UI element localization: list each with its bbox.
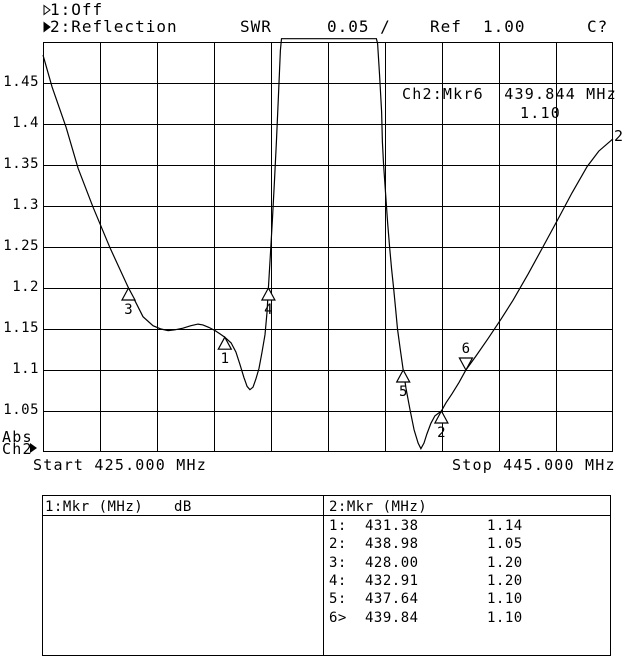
marker-table-row: 2: 438.98 1.05 bbox=[43, 536, 610, 554]
start-frequency: Start 425.000 MHz bbox=[33, 456, 207, 474]
y-axis-label: 1.3 bbox=[12, 197, 39, 213]
channel2-tag: Ch2 bbox=[2, 440, 33, 458]
marker-freq: 437.64 bbox=[365, 591, 419, 608]
marker-freq: 431.38 bbox=[365, 518, 419, 534]
cal-status: C? bbox=[587, 17, 609, 36]
marker-num: 1: bbox=[329, 518, 347, 534]
marker-num: 6> bbox=[329, 609, 347, 626]
y-axis-label: 1.35 bbox=[3, 156, 39, 172]
marker-1-symbol-icon bbox=[217, 335, 233, 350]
channel2-pointer-icon bbox=[43, 21, 51, 33]
marker-5-symbol-icon bbox=[395, 368, 411, 383]
marker-2-symbol-icon bbox=[433, 409, 449, 424]
marker-val: 1.14 bbox=[487, 518, 523, 534]
marker-freq: 428.00 bbox=[365, 554, 419, 571]
scale-per-div-value: 0.05 / bbox=[327, 17, 391, 36]
marker-freq: 439.84 bbox=[365, 609, 419, 626]
marker-table-row: 4: 432.91 1.20 bbox=[43, 573, 610, 591]
marker-num: 2: bbox=[329, 536, 347, 553]
ch2-table-title: 2:Mkr (MHz) bbox=[329, 499, 428, 515]
marker-6-symbol-icon bbox=[458, 357, 474, 372]
format-label: SWR bbox=[240, 17, 272, 36]
swr-trace bbox=[42, 38, 614, 451]
y-axis-labels: 1.45 1.4 1.35 1.3 1.25 1.2 1.15 1.1 1.05 bbox=[0, 0, 39, 459]
y-axis-label: 1.05 bbox=[3, 402, 39, 418]
channel2-measurement: 2:Reflection bbox=[50, 17, 178, 36]
marker-num: 5: bbox=[329, 591, 347, 608]
ref-value: 1.00 bbox=[483, 17, 526, 36]
channel2-trace-pointer-icon bbox=[30, 443, 37, 453]
marker-num: 3: bbox=[329, 554, 347, 571]
y-axis-label: 1.45 bbox=[3, 74, 39, 90]
graticule-border bbox=[43, 42, 613, 452]
marker-val: 1.10 bbox=[487, 591, 523, 608]
trace-number-label: 2 bbox=[614, 127, 625, 145]
marker-1-number: 1 bbox=[221, 351, 229, 367]
ch1-table-title: 1:Mkr (MHz) bbox=[45, 499, 144, 515]
marker-freq: 432.91 bbox=[365, 572, 419, 589]
marker-3-number: 3 bbox=[124, 302, 132, 318]
ref-label: Ref bbox=[430, 17, 462, 36]
marker-table: 1:Mkr (MHz) dB 2:Mkr (MHz) 1: 431.38 1.14 2… bbox=[42, 495, 611, 656]
active-marker-readout-line2: 1.10 bbox=[520, 104, 561, 122]
marker-4-symbol-icon bbox=[260, 286, 276, 301]
marker-table-row: 3: 428.00 1.20 bbox=[43, 555, 610, 573]
marker-4-number: 4 bbox=[264, 302, 272, 318]
marker-6-number: 6 bbox=[462, 341, 470, 357]
marker-3-symbol-icon bbox=[120, 286, 137, 301]
y-axis-label: 1.1 bbox=[12, 361, 39, 377]
marker-table-row: 6> 439.84 1.10 bbox=[43, 610, 610, 628]
marker-val: 1.05 bbox=[487, 536, 523, 553]
y-axis-label: 1.4 bbox=[12, 115, 39, 131]
channel1-pointer-icon bbox=[43, 4, 51, 16]
ch1-table-unit: dB bbox=[174, 499, 192, 515]
table-panel-divider bbox=[323, 496, 324, 655]
marker-val: 1.20 bbox=[487, 554, 523, 571]
swr-plot: 1 2 3 4 5 6 bbox=[42, 38, 614, 452]
marker-2-number: 2 bbox=[437, 425, 445, 441]
y-axis-label: 1.2 bbox=[12, 279, 39, 295]
y-axis-label: 1.25 bbox=[3, 238, 39, 254]
marker-freq: 438.98 bbox=[365, 536, 419, 553]
stop-frequency: Stop 445.000 MHz bbox=[452, 456, 616, 474]
marker-val: 1.10 bbox=[487, 609, 523, 626]
channel1-status: 1:Off bbox=[50, 0, 104, 19]
marker-table-row: 1: 431.38 1.14 bbox=[43, 518, 610, 536]
active-marker-readout-line1: Ch2:Mkr6 439.844 MHz bbox=[402, 85, 617, 103]
y-axis-label: 1.15 bbox=[3, 320, 39, 336]
table-header-separator bbox=[43, 515, 610, 516]
marker-table-row: 5: 437.64 1.10 bbox=[43, 591, 610, 609]
marker-num: 4: bbox=[329, 572, 347, 589]
marker-5-number: 5 bbox=[399, 384, 407, 400]
abs-label: Abs bbox=[2, 428, 33, 446]
marker-val: 1.20 bbox=[487, 572, 523, 589]
